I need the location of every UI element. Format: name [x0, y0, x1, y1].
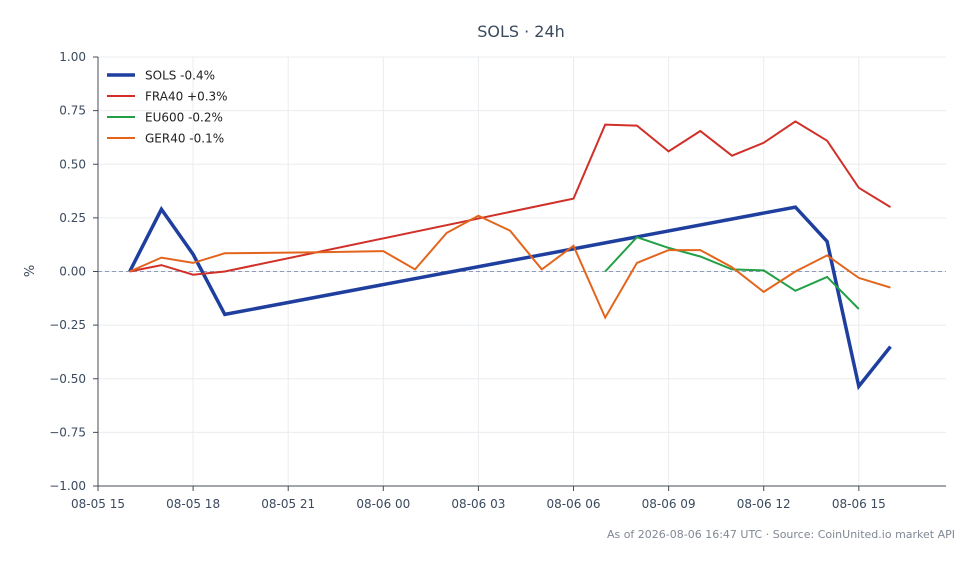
legend-label-2: EU600 -0.2%: [145, 111, 223, 125]
legend-label-0: SOLS -0.4%: [145, 69, 215, 83]
x-tick-label-1: 08-05 18: [166, 497, 220, 511]
y-tick-label-5: −0.25: [49, 318, 86, 332]
y-tick-label-3: 0.25: [59, 211, 86, 225]
y-axis-label: %: [23, 265, 38, 277]
y-tick-label-7: −0.75: [49, 425, 86, 439]
x-tick-label-6: 08-06 09: [642, 497, 696, 511]
legend-label-3: GER40 -0.1%: [145, 132, 224, 146]
chart-title: SOLS · 24h: [477, 22, 565, 41]
series-lines: [128, 120, 892, 391]
x-tick-label-2: 08-05 21: [261, 497, 315, 511]
x-tick-label-0: 08-05 15: [71, 497, 125, 511]
x-tick-label-3: 08-06 00: [356, 497, 410, 511]
legend-label-1: FRA40 +0.3%: [145, 90, 228, 104]
series-line-3: [129, 214, 891, 320]
y-tick-label-6: −0.50: [49, 372, 86, 386]
footer-source-note: As of 2026-08-06 16:47 UTC · Source: Coi…: [607, 528, 955, 541]
y-tick-label-0: 1.00: [59, 50, 86, 64]
series-line-2: [604, 236, 860, 310]
x-tick-label-8: 08-06 15: [832, 497, 886, 511]
x-tick-label-7: 08-06 12: [737, 497, 791, 511]
x-tick-label-5: 08-06 06: [547, 497, 601, 511]
series-line-1: [129, 120, 892, 276]
legend: SOLS -0.4% FRA40 +0.3% EU600 -0.2% GER40 -0…: [107, 69, 228, 146]
y-tick-label-1: 0.75: [59, 104, 86, 118]
y-tick-label-8: −1.00: [49, 479, 86, 493]
x-axis-ticks: 08-05 15 08-05 18 08-05 21 08-06 00 08-06 03…: [71, 486, 886, 511]
x-tick-label-4: 08-06 03: [451, 497, 505, 511]
y-axis-ticks: 1.00 0.75 0.50 0.25 0.00 −0.25 −0.50 −0.75 −1.00: [49, 50, 98, 493]
series-line-0: [128, 205, 892, 391]
y-tick-label-2: 0.50: [59, 157, 86, 171]
y-tick-label-4: 0.00: [59, 265, 86, 279]
